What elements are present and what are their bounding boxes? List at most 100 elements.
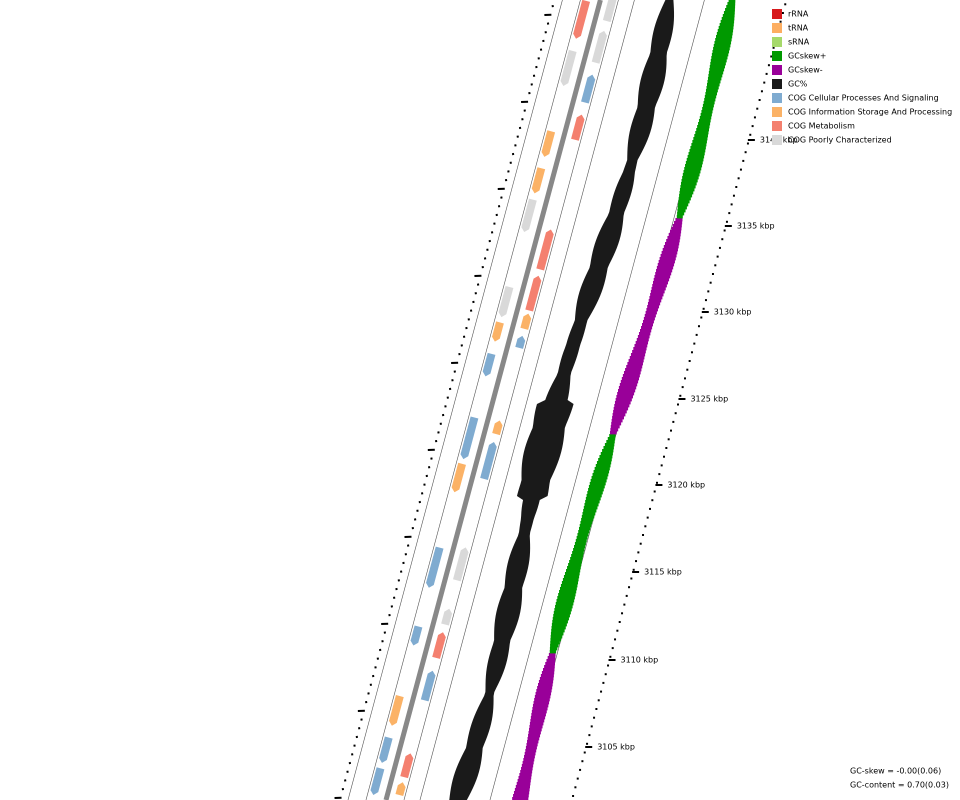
gc-skew-bar xyxy=(698,119,711,123)
gene-arrow xyxy=(400,753,414,779)
legend-swatch xyxy=(772,65,782,75)
gc-skew-bar xyxy=(516,782,531,786)
gc-skew-bar xyxy=(575,539,587,543)
gc-skew-bar xyxy=(566,569,581,573)
gc-skew-bar xyxy=(677,206,687,210)
gc-skew-bar xyxy=(550,641,560,645)
gene xyxy=(379,736,393,763)
gc-skew-bar xyxy=(627,362,643,366)
ring-line xyxy=(365,0,581,800)
gc-skew-bar xyxy=(591,476,608,480)
gc-skew-bar xyxy=(583,506,598,510)
legend: rRNA tRNA sRNA GCskew+ GCskew- GC% COG Cellula… xyxy=(772,9,952,145)
gc-skew-bar xyxy=(653,278,670,282)
gc-skew-bar xyxy=(696,128,710,132)
gc-skew-bar xyxy=(536,689,552,693)
gc-skew-bar xyxy=(514,788,530,792)
gc-skew-bar xyxy=(628,359,644,363)
gc-skew-bar xyxy=(530,716,546,720)
gc-skew-bar xyxy=(604,443,615,447)
scale-label: 3120 kbp xyxy=(667,481,705,490)
gc-skew-bar xyxy=(637,335,650,339)
gc-skew-bar xyxy=(557,596,575,600)
gc-skew-bar xyxy=(660,254,677,258)
gc-skew-bar xyxy=(658,260,675,264)
gene-arrow xyxy=(581,74,596,104)
gc-skew-bar xyxy=(535,692,552,696)
gc-skew-bar xyxy=(721,17,735,21)
gc-skew-bar xyxy=(645,311,657,315)
gc-skew-bar xyxy=(545,662,555,666)
ring-line xyxy=(347,0,563,800)
gc-skew-bar xyxy=(531,713,546,717)
gc-skew-bar xyxy=(555,602,574,606)
gene-arrow xyxy=(591,30,607,64)
gene xyxy=(525,275,542,312)
gc-skew-bar xyxy=(559,590,577,594)
gc-skew-bar xyxy=(692,140,707,144)
gene xyxy=(441,608,453,626)
gc-skew-bar xyxy=(650,293,664,297)
gc-skew-bar xyxy=(554,608,572,612)
gc-skew-bar xyxy=(650,290,665,294)
gc-skew-bar xyxy=(551,623,567,627)
gc-skew-bar xyxy=(711,56,728,60)
gc-skew-bar xyxy=(708,74,723,78)
gc-skew-bar xyxy=(519,773,532,777)
gc-skew-bar xyxy=(602,449,614,453)
gc-skew-bar xyxy=(525,746,537,750)
gc-skew-bar xyxy=(609,431,617,435)
gc-skew-bar xyxy=(709,65,725,69)
gc-skew-bar xyxy=(726,5,736,9)
gc-skew-bar xyxy=(532,704,549,708)
gc-skew-bar xyxy=(582,512,596,516)
gc-skew-bar xyxy=(600,452,613,456)
gc-skew-bar xyxy=(598,458,612,462)
gc-skew-bar xyxy=(611,419,623,423)
gc-skew-bar xyxy=(614,401,631,405)
gc-skew-bar xyxy=(612,413,626,417)
legend-label: GCskew- xyxy=(788,66,823,75)
gc-skew-bar xyxy=(593,470,610,474)
gc-skew-bar xyxy=(576,536,588,540)
gc-skew-bar xyxy=(551,629,565,633)
gc-skew-bar xyxy=(619,383,638,387)
gc-skew-bar xyxy=(635,341,649,345)
gene-arrow xyxy=(602,0,617,23)
gc-skew-bar xyxy=(613,407,629,411)
gc-skew-bar xyxy=(709,68,725,72)
gene-arrow xyxy=(492,321,504,342)
gc-skew-bar xyxy=(715,38,732,42)
gc-skew-bar xyxy=(661,251,678,255)
gc-skew-bar xyxy=(610,428,619,432)
gc-skew-bar xyxy=(539,677,554,681)
gc-skew-bar xyxy=(517,779,531,783)
gc-skew-bar xyxy=(530,719,545,723)
gc-skew-bar xyxy=(652,281,668,285)
gc-skew-bar xyxy=(626,365,643,369)
gc-skew-bar xyxy=(705,89,718,93)
gc-skew-bar xyxy=(528,734,541,738)
legend-label: COG Poorly Characterized xyxy=(788,136,892,145)
gc-skew-bar xyxy=(710,59,727,63)
gc-skew-bar xyxy=(586,494,602,498)
gc-skew-bar xyxy=(546,659,556,663)
gene xyxy=(400,753,414,779)
gc-skew-bar xyxy=(664,242,680,246)
gc-skew-bar xyxy=(716,35,733,39)
gene-arrow xyxy=(498,285,514,318)
gc-skew-bar xyxy=(610,425,620,429)
legend-label: GCskew+ xyxy=(788,52,826,61)
gc-skew-bar xyxy=(668,233,681,237)
gc-skew-bar xyxy=(544,665,555,669)
scale-label: 3135 kbp xyxy=(737,222,775,231)
gc-skew-bar xyxy=(693,137,708,141)
gc-skew-bar xyxy=(677,212,685,216)
gc-skew-bar xyxy=(618,386,637,390)
gc-skew-bar xyxy=(675,218,683,222)
gc-skew-bar xyxy=(685,164,703,168)
gene xyxy=(389,695,404,726)
gc-skew-bar xyxy=(553,614,570,618)
gene-arrow xyxy=(379,736,393,763)
